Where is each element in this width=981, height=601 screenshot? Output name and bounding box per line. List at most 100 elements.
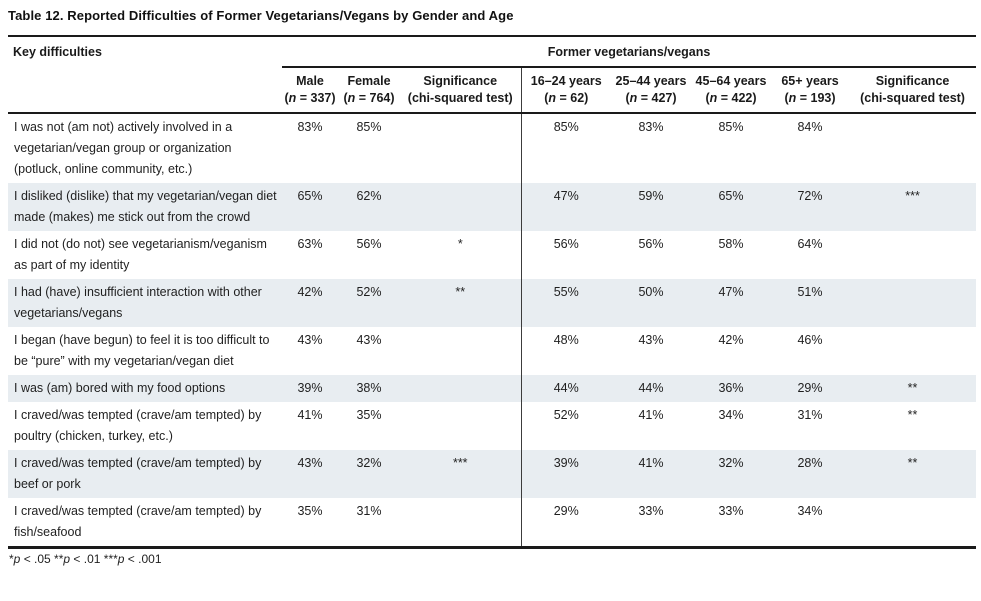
female-value-cell: 38% — [356, 381, 382, 395]
age-45-64-value-cell: 33% — [718, 504, 744, 518]
male-value-cell: 35% — [297, 504, 323, 518]
age-16-24-value-cell: 39% — [520, 450, 611, 498]
table-row: I was (am) bored with my food options 39… — [8, 375, 977, 402]
gender-significance-cell: * — [457, 237, 463, 251]
age-65-plus-value-cell: 31% — [797, 408, 823, 422]
table-row: I disliked (dislike) that my vegetarian/… — [8, 183, 977, 231]
male-value-cell: 63% — [297, 237, 323, 251]
age-25-44-column-header: 25–44 years (n = 427) — [611, 67, 691, 114]
age-25-44-value-cell: 56% — [638, 237, 664, 251]
column-label: Female — [347, 74, 391, 88]
female-value-cell: 35% — [356, 408, 382, 422]
age-65-plus-value-cell: 51% — [797, 285, 823, 299]
column-header-row: Male (n = 337) Female (n = 764) Signific… — [8, 67, 977, 114]
age-16-24-value-cell: 47% — [520, 183, 611, 231]
difficulty-cell: I had (have) insufficient interaction wi… — [14, 285, 262, 320]
age-significance-cell: ** — [907, 408, 918, 422]
age-45-64-value-cell: 65% — [718, 189, 744, 203]
age-25-44-value-cell: 83% — [638, 120, 664, 134]
column-n: (n = 337) — [284, 91, 336, 105]
female-value-cell: 85% — [356, 120, 382, 134]
table-row: I craved/was tempted (crave/am tempted) … — [8, 402, 976, 450]
column-label: 65+ years — [781, 74, 839, 88]
column-n: (n = 764) — [343, 91, 395, 105]
column-label: Significance — [423, 74, 498, 88]
male-value-cell: 43% — [297, 456, 323, 470]
age-16-24-column-header: 16–24 years (n = 62) — [520, 67, 611, 114]
age-25-44-value-cell: 33% — [638, 504, 664, 518]
male-value-cell: 83% — [297, 120, 323, 134]
age-65-plus-value-cell: 28% — [797, 456, 823, 470]
column-label: 45–64 years — [695, 74, 767, 88]
age-significance-cell — [849, 279, 976, 327]
age-65-plus-value-cell: 46% — [797, 333, 823, 347]
age-25-44-value-cell: 43% — [638, 333, 664, 347]
key-difficulties-header: Key difficulties — [8, 36, 282, 114]
age-16-24-value-cell: 29% — [520, 498, 611, 548]
age-significance-cell — [849, 231, 976, 279]
age-65-plus-value-cell: 84% — [797, 120, 823, 134]
female-value-cell: 43% — [356, 333, 382, 347]
gender-significance-cell — [400, 402, 521, 450]
age-45-64-value-cell: 42% — [718, 333, 744, 347]
difficulty-cell: I craved/was tempted (crave/am tempted) … — [14, 504, 262, 539]
table-body: I was not (am not) actively involved in … — [8, 113, 977, 548]
gender-significance-column-header: Significance (chi-squared test) — [400, 67, 521, 114]
age-45-64-column-header: 45–64 years (n = 422) — [691, 67, 771, 114]
age-45-64-value-cell: 32% — [718, 456, 744, 470]
gender-significance-cell — [400, 113, 521, 183]
age-significance-cell — [849, 113, 976, 183]
difficulty-cell: I disliked (dislike) that my vegetarian/… — [14, 189, 277, 224]
table-row: I craved/was tempted (crave/am tempted) … — [8, 450, 977, 498]
age-significance-column-header: Significance (chi-squared test) — [849, 67, 977, 114]
age-65-plus-column-header: 65+ years (n = 193) — [771, 67, 849, 114]
difficulty-cell: I did not (do not) see vegetarianism/veg… — [14, 237, 267, 272]
age-25-44-value-cell: 59% — [638, 189, 664, 203]
column-sub: (chi-squared test) — [860, 91, 965, 105]
report-page: Table 12. Reported Difficulties of Forme… — [8, 8, 977, 566]
age-65-plus-value-cell: 29% — [797, 381, 823, 395]
male-value-cell: 43% — [297, 333, 323, 347]
gender-significance-cell: ** — [455, 285, 466, 299]
female-value-cell: 52% — [356, 285, 382, 299]
gender-significance-cell — [400, 183, 521, 231]
age-16-24-value-cell: 48% — [520, 327, 611, 375]
age-25-44-value-cell: 41% — [638, 408, 664, 422]
table-row: I craved/was tempted (crave/am tempted) … — [8, 498, 976, 548]
male-value-cell: 41% — [297, 408, 323, 422]
age-65-plus-value-cell: 72% — [797, 189, 823, 203]
column-label: Significance — [875, 74, 950, 88]
gender-significance-cell — [400, 327, 521, 375]
age-65-plus-value-cell: 64% — [797, 237, 823, 251]
age-45-64-value-cell: 85% — [718, 120, 744, 134]
male-value-cell: 42% — [297, 285, 323, 299]
age-16-24-value-cell: 44% — [520, 375, 611, 402]
column-label: 16–24 years — [530, 74, 602, 88]
column-n: (n = 62) — [544, 91, 589, 105]
male-value-cell: 39% — [297, 381, 323, 395]
table-row: I did not (do not) see vegetarianism/veg… — [8, 231, 976, 279]
age-significance-cell — [849, 327, 976, 375]
difficulty-cell: I was not (am not) actively involved in … — [14, 120, 233, 176]
column-label: Male — [296, 74, 324, 88]
difficulty-cell: I was (am) bored with my food options — [14, 381, 226, 395]
table-row: I was not (am not) actively involved in … — [8, 113, 976, 183]
difficulties-table: Key difficulties Former vegetarians/vega… — [8, 35, 977, 549]
gender-significance-cell: *** — [452, 456, 468, 470]
age-45-64-value-cell: 58% — [718, 237, 744, 251]
female-value-cell: 56% — [356, 237, 382, 251]
gender-significance-cell — [400, 375, 521, 402]
table-title: Table 12. Reported Difficulties of Forme… — [8, 8, 514, 23]
male-column-header: Male (n = 337) — [282, 67, 338, 114]
age-25-44-value-cell: 50% — [638, 285, 664, 299]
female-value-cell: 31% — [356, 504, 382, 518]
difficulty-cell: I craved/was tempted (crave/am tempted) … — [14, 408, 262, 443]
age-45-64-value-cell: 34% — [718, 408, 744, 422]
difficulty-cell: I began (have begun) to feel it is too d… — [14, 333, 270, 368]
group-header-row: Key difficulties Former vegetarians/vega… — [8, 36, 977, 114]
age-significance-cell: *** — [905, 189, 920, 203]
age-16-24-value-cell: 85% — [520, 113, 611, 183]
female-column-header: Female (n = 764) — [338, 67, 400, 114]
age-25-44-value-cell: 41% — [638, 456, 664, 470]
female-value-cell: 62% — [356, 189, 382, 203]
